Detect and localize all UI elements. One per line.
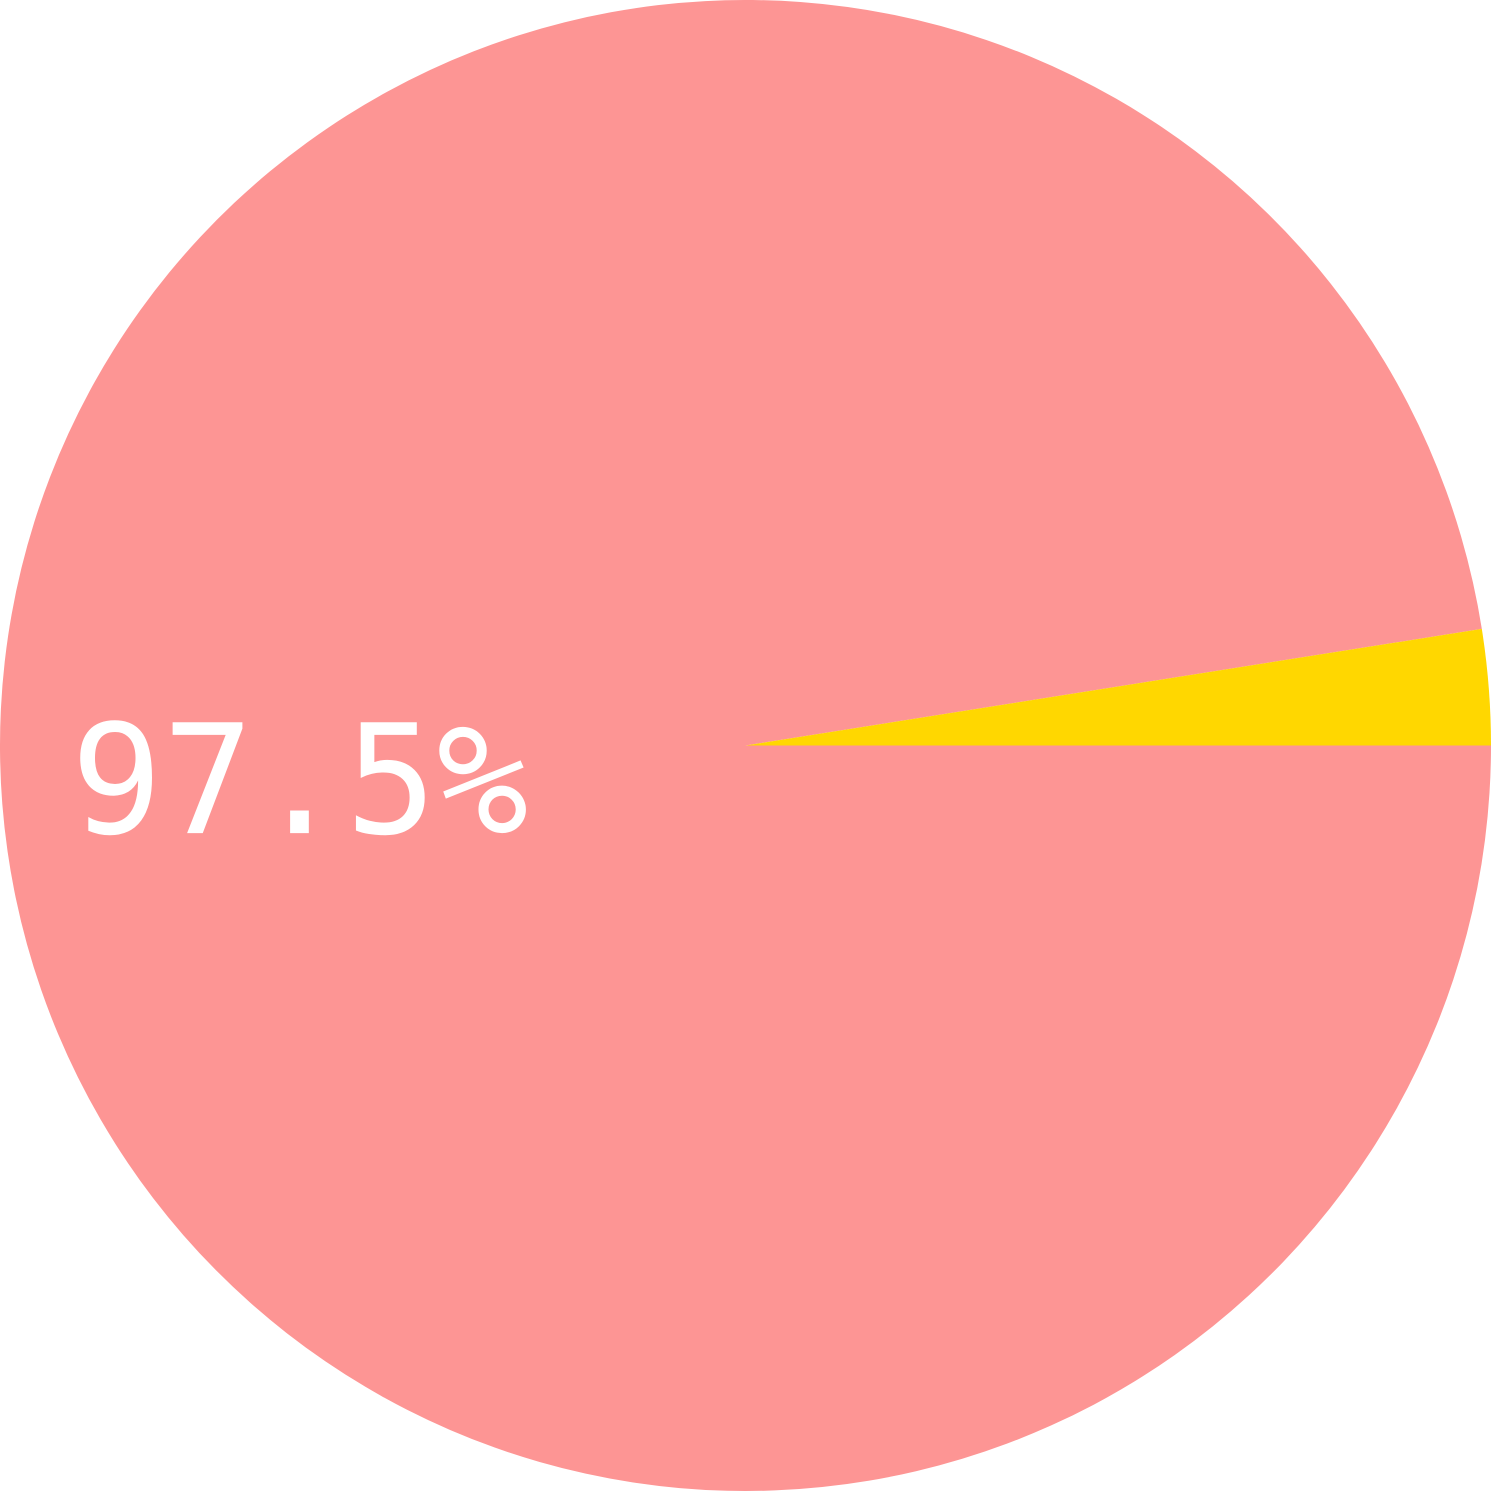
pie-labels: 97.5% [71,692,529,869]
pie-slice-2 [745,628,1491,746]
pie-slice-label-1: 97.5% [71,692,529,869]
